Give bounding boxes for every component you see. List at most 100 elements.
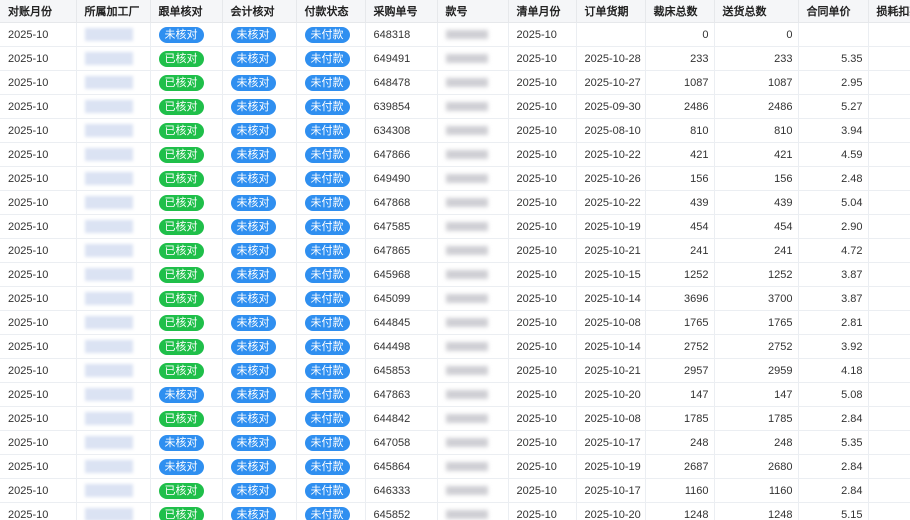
blurred-text <box>445 318 488 328</box>
table-row[interactable]: 2025-10 已核对 未核对 未付款 644842 2025-10 2025-10-08 1… <box>0 406 910 431</box>
table-row[interactable]: 2025-10 未核对 未核对 未付款 647058 2025-10 2025-10-17 2… <box>0 430 910 455</box>
status-badge: 未核对 <box>158 26 204 43</box>
column-header[interactable]: 所属加工厂 <box>76 0 151 23</box>
table-row[interactable]: 2025-10 已核对 未核对 未付款 645968 2025-10 2025-10-15 1… <box>0 262 910 287</box>
table-row[interactable]: 2025-10 已核对 未核对 未付款 645852 2025-10 2025-10-20 1… <box>0 502 910 520</box>
cell: 未付款 <box>296 478 366 503</box>
cell <box>76 382 151 407</box>
cell <box>576 22 646 47</box>
column-header[interactable]: 清单月份 <box>508 0 577 23</box>
cell <box>868 190 910 215</box>
cell: 2025-10 <box>508 358 577 383</box>
table-row[interactable]: 2025-10 已核对 未核对 未付款 645853 2025-10 2025-10-21 2… <box>0 358 910 383</box>
blurred-text <box>84 508 133 520</box>
cell: 647866 <box>365 142 438 167</box>
cell <box>868 358 910 383</box>
cell: 未核对 <box>222 334 297 359</box>
cell <box>76 238 151 263</box>
status-badge: 未付款 <box>304 386 350 403</box>
cell: 2025-10-20 <box>576 502 646 520</box>
status-badge: 未核对 <box>230 98 276 115</box>
status-badge: 未付款 <box>304 242 350 259</box>
column-header[interactable]: 采购单号 <box>365 0 438 23</box>
table-row[interactable]: 2025-10 已核对 未核对 未付款 639854 2025-10 2025-09-30 2… <box>0 94 910 119</box>
cell: 2.81 <box>798 310 869 335</box>
table-row[interactable]: 2025-10 未核对 未核对 未付款 648318 2025-10 0 0 <box>0 22 910 47</box>
cell: 2025-10 <box>508 382 577 407</box>
table-row[interactable]: 2025-10 未核对 未核对 未付款 647863 2025-10 2025-10-20 1… <box>0 382 910 407</box>
table-row[interactable]: 2025-10 已核对 未核对 未付款 647868 2025-10 2025-10-22 4… <box>0 190 910 215</box>
table-row[interactable]: 2025-10 已核对 未核对 未付款 644845 2025-10 2025-10-08 1… <box>0 310 910 335</box>
table-row[interactable]: 2025-10 已核对 未核对 未付款 648478 2025-10 2025-10-27 1… <box>0 70 910 95</box>
cell: 2025-10 <box>508 430 577 455</box>
status-badge: 未付款 <box>304 506 350 520</box>
column-header[interactable]: 对账月份 <box>0 0 77 23</box>
table-row[interactable]: 2025-10 已核对 未核对 未付款 647866 2025-10 2025-10-22 4… <box>0 142 910 167</box>
cell: 2025-10 <box>0 70 77 95</box>
cell: 2.84 <box>798 478 869 503</box>
cell: 3.92 <box>798 334 869 359</box>
cell: 未核对 <box>150 430 223 455</box>
table-row[interactable]: 2025-10 已核对 未核对 未付款 649491 2025-10 2025-10-28 2… <box>0 46 910 71</box>
cell: 2025-10 <box>508 22 577 47</box>
column-header[interactable]: 款号 <box>437 0 509 23</box>
cell: 644842 <box>365 406 438 431</box>
cell: 2486 <box>714 94 799 119</box>
cell <box>76 334 151 359</box>
cell: 1248 <box>645 502 715 520</box>
cell: 已核对 <box>150 358 223 383</box>
cell: 2025-10-19 <box>576 214 646 239</box>
column-header[interactable]: 裁床总数 <box>645 0 715 23</box>
column-header[interactable]: 会计核对 <box>222 0 297 23</box>
column-header[interactable]: 订单货期 <box>576 0 646 23</box>
cell: 未核对 <box>222 214 297 239</box>
status-badge: 未核对 <box>230 218 276 235</box>
table-row[interactable]: 2025-10 已核对 未核对 未付款 647865 2025-10 2025-10-21 2… <box>0 238 910 263</box>
cell <box>437 382 509 407</box>
cell: 2025-10 <box>508 262 577 287</box>
cell: 439 <box>714 190 799 215</box>
table-row[interactable]: 2025-10 已核对 未核对 未付款 649490 2025-10 2025-10-26 1… <box>0 166 910 191</box>
cell: 647058 <box>365 430 438 455</box>
cell: 3.87 <box>798 262 869 287</box>
status-badge: 已核对 <box>158 50 204 67</box>
table-row[interactable]: 2025-10 已核对 未核对 未付款 634308 2025-10 2025-08-10 8… <box>0 118 910 143</box>
cell: 644845 <box>365 310 438 335</box>
column-header[interactable]: 跟单核对 <box>150 0 223 23</box>
cell <box>76 70 151 95</box>
table-row[interactable]: 2025-10 已核对 未核对 未付款 645099 2025-10 2025-10-14 3… <box>0 286 910 311</box>
cell <box>437 94 509 119</box>
cell: 2025-10 <box>508 166 577 191</box>
cell: 649491 <box>365 46 438 71</box>
cell: 639854 <box>365 94 438 119</box>
table-row[interactable]: 2025-10 已核对 未核对 未付款 644498 2025-10 2025-10-14 2… <box>0 334 910 359</box>
cell: 未核对 <box>150 382 223 407</box>
cell <box>868 406 910 431</box>
status-badge: 未付款 <box>304 290 350 307</box>
status-badge: 未核对 <box>230 458 276 475</box>
cell: 未付款 <box>296 502 366 520</box>
cell: 248 <box>714 430 799 455</box>
cell: 2025-10 <box>508 214 577 239</box>
column-header[interactable]: 合同单价 <box>798 0 869 23</box>
table-row[interactable]: 2025-10 已核对 未核对 未付款 646333 2025-10 2025-10-17 1… <box>0 478 910 503</box>
table-row[interactable]: 2025-10 已核对 未核对 未付款 647585 2025-10 2025-10-19 4… <box>0 214 910 239</box>
cell: 未核对 <box>222 454 297 479</box>
blurred-text <box>84 220 133 233</box>
cell: 2025-10 <box>0 502 77 520</box>
blurred-text <box>84 388 133 401</box>
column-header[interactable]: 付款状态 <box>296 0 366 23</box>
cell: 已核对 <box>150 310 223 335</box>
cell: 0 <box>714 22 799 47</box>
blurred-text <box>445 462 488 472</box>
column-header[interactable]: 损耗扣款 <box>868 0 910 23</box>
column-header[interactable]: 送货总数 <box>714 0 799 23</box>
status-badge: 未付款 <box>304 194 350 211</box>
cell: 647863 <box>365 382 438 407</box>
cell: 2025-10-28 <box>576 46 646 71</box>
cell <box>76 262 151 287</box>
cell: 已核对 <box>150 334 223 359</box>
table-row[interactable]: 2025-10 未核对 未核对 未付款 645864 2025-10 2025-10-19 2… <box>0 454 910 479</box>
status-badge: 未核对 <box>158 386 204 403</box>
cell: 未核对 <box>222 118 297 143</box>
